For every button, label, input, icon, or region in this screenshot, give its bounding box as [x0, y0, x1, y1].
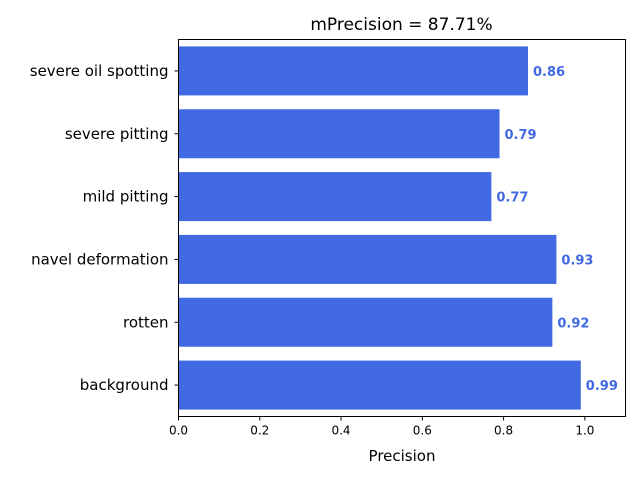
y-tick-label: mild pitting — [83, 188, 169, 206]
y-tick-label: severe oil spotting — [30, 62, 169, 80]
bar — [178, 172, 492, 222]
x-tick-label: 0.2 — [250, 424, 269, 438]
data-label: 0.99 — [586, 379, 618, 394]
axes-frame — [178, 39, 626, 417]
x-axis-label: Precision — [369, 447, 436, 465]
bars-layer — [178, 46, 581, 410]
bar — [178, 234, 557, 284]
x-tick-label: 0.4 — [331, 424, 350, 438]
y-axis-ticks: severe oil spotting severe pitting mild pi… — [30, 62, 179, 394]
bar — [178, 360, 581, 410]
bar — [178, 46, 528, 96]
y-tick-label: rotten — [123, 313, 169, 331]
data-label: 0.77 — [496, 191, 528, 206]
x-tick-label: 0.8 — [494, 424, 513, 438]
data-label: 0.93 — [561, 253, 593, 268]
x-tick-label: 0.0 — [169, 424, 188, 438]
data-label: 0.79 — [505, 128, 537, 143]
data-labels-layer: 0.86 0.79 0.77 0.93 0.92 0.99 — [496, 65, 617, 394]
y-tick-label: navel deformation — [31, 250, 168, 268]
x-tick-label: 1.0 — [575, 424, 594, 438]
y-tick-label: severe pitting — [65, 125, 169, 143]
x-axis-ticks: 0.0 0.2 0.4 0.6 0.8 1.0 — [169, 416, 594, 438]
chart-title: mPrecision = 87.71% — [310, 15, 492, 35]
x-tick-label: 0.6 — [413, 424, 432, 438]
data-label: 0.92 — [557, 316, 589, 331]
bar — [178, 109, 500, 159]
data-label: 0.86 — [533, 65, 565, 80]
bar — [178, 297, 553, 347]
y-tick-label: background — [80, 376, 169, 394]
